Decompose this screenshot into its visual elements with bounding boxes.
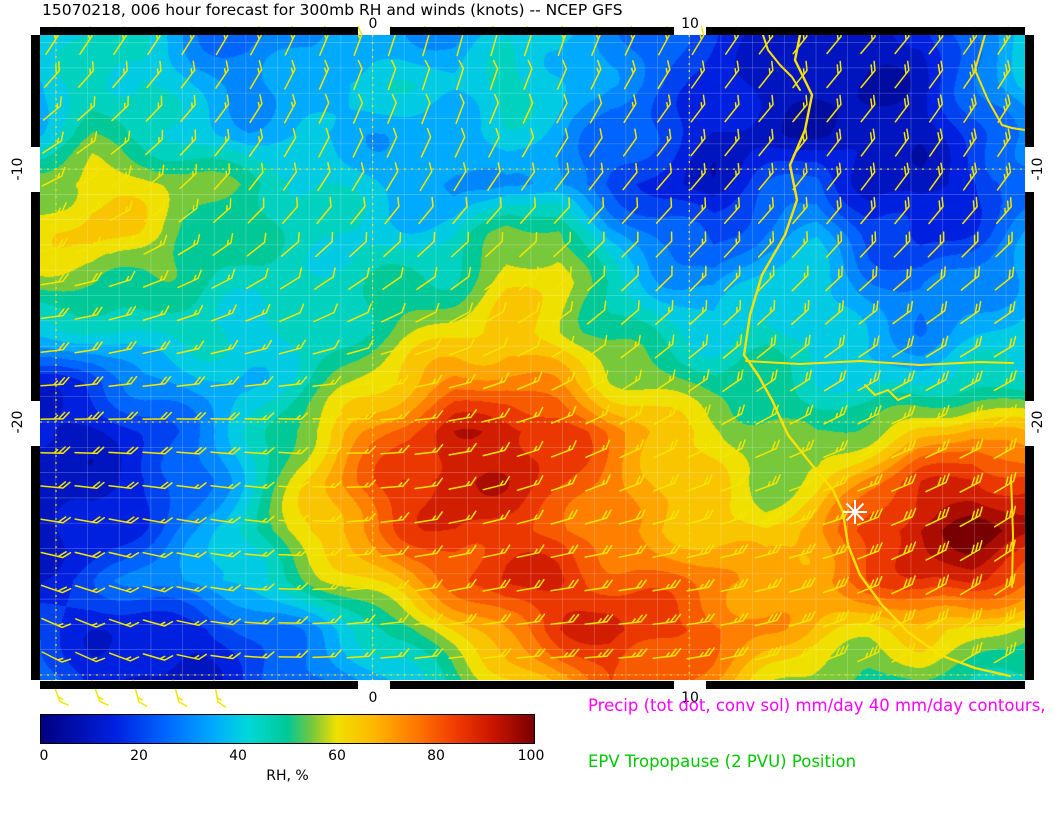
axis-frame-bottom (390, 681, 674, 689)
axis-frame-top (706, 27, 1025, 35)
chart-title: 15070218, 006 hour forecast for 300mb RH… (42, 1, 623, 19)
y-tick-right-neg10: -10 (1030, 157, 1046, 181)
y-tick-right-neg20: -20 (1030, 410, 1046, 434)
colorbar-tick: 40 (229, 748, 247, 764)
axis-frame-right (1025, 35, 1034, 147)
y-tick-left-neg10: -10 (10, 157, 26, 181)
colorbar-label: RH, % (266, 768, 309, 784)
axis-frame-top (40, 27, 358, 35)
map-plot-area (40, 25, 1026, 708)
colorbar-tick: 0 (39, 748, 49, 764)
axis-frame-left (31, 446, 40, 680)
x-tick-bottom-0: 0 (368, 690, 378, 706)
x-tick-top-0: 0 (368, 16, 378, 32)
rh-field-canvas (40, 35, 1025, 680)
legend-epv-tropopause: EPV Tropopause (2 PVU) Position (588, 752, 857, 771)
axis-frame-right (1025, 192, 1034, 401)
station-star-marker (843, 500, 867, 524)
map-overlay-svg (40, 25, 1026, 708)
axis-frame-right (1025, 446, 1034, 680)
colorbar-tick: 60 (328, 748, 346, 764)
rh-colorbar (40, 714, 535, 744)
y-tick-left-neg20: -20 (10, 410, 26, 434)
axis-frame-left (31, 192, 40, 401)
legend-precip: Precip (tot dot, conv sol) mm/day 40 mm/… (588, 696, 1046, 715)
colorbar-tick: 20 (130, 748, 148, 764)
axis-frame-bottom (40, 681, 358, 689)
colorbar-tick: 100 (517, 748, 545, 764)
axis-frame-top (390, 27, 674, 35)
colorbar-tick: 80 (427, 748, 445, 764)
axis-frame-bottom (706, 681, 1025, 689)
x-tick-top-10: 10 (681, 16, 699, 32)
axis-frame-left (31, 35, 40, 147)
x-tick-bottom-10: 10 (681, 690, 699, 706)
